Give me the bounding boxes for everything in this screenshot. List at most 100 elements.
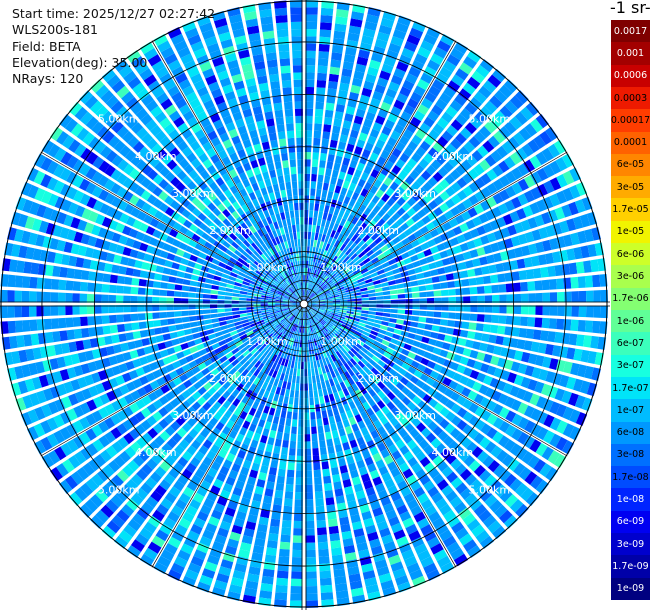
range-bin — [308, 293, 315, 299]
range-bin — [409, 274, 418, 281]
range-bin — [268, 294, 276, 298]
range-bin — [340, 299, 348, 302]
range-bin — [296, 268, 300, 276]
range-bin — [145, 288, 153, 296]
range-bin — [483, 353, 493, 364]
range-bin — [439, 66, 453, 79]
range-bin — [141, 432, 153, 444]
range-bin — [367, 7, 381, 17]
range-bin — [478, 384, 489, 395]
range-bin — [126, 50, 141, 63]
range-bin — [274, 321, 282, 327]
range-bin — [341, 265, 349, 272]
range-bin — [153, 33, 168, 47]
range-bin — [467, 545, 482, 558]
range-bin — [315, 329, 321, 337]
range-bin — [468, 415, 480, 427]
range-bin — [258, 127, 267, 136]
range-bin — [342, 255, 350, 263]
range-bin — [98, 347, 108, 358]
range-bin — [113, 254, 122, 264]
range-bin — [116, 173, 128, 185]
range-bin — [129, 428, 141, 440]
range-bin — [481, 265, 490, 275]
range-bin — [339, 381, 347, 390]
range-bin — [270, 214, 277, 223]
range-bin — [321, 461, 330, 470]
range-bin — [335, 282, 343, 288]
range-bin — [241, 395, 250, 404]
range-bin — [104, 335, 113, 345]
range-bin — [246, 398, 255, 407]
range-bin — [439, 349, 449, 358]
range-bin — [56, 212, 67, 225]
range-bin — [288, 455, 296, 463]
range-bin — [14, 305, 23, 318]
range-bin — [509, 498, 524, 513]
range-bin — [210, 154, 220, 164]
range-bin — [242, 420, 251, 430]
range-bin — [141, 202, 152, 213]
range-bin — [120, 342, 129, 352]
range-bin — [520, 316, 529, 327]
range-bin — [299, 390, 304, 399]
range-bin — [156, 377, 166, 387]
range-bin — [318, 556, 330, 565]
range-bin — [458, 261, 467, 270]
range-bin — [404, 555, 418, 567]
range-bin — [274, 161, 282, 170]
range-bin — [411, 315, 420, 322]
range-bin — [443, 509, 456, 522]
range-bin — [307, 368, 312, 377]
range-bin — [313, 239, 318, 248]
range-bin — [80, 111, 94, 126]
range-bin — [336, 421, 344, 430]
range-bin — [312, 382, 318, 391]
range-bin — [593, 290, 601, 303]
range-bin — [308, 383, 313, 391]
range-bin — [379, 277, 388, 283]
range-bin — [286, 329, 291, 337]
range-bin — [229, 367, 238, 376]
range-bin — [81, 208, 92, 220]
range-bin — [397, 581, 412, 593]
range-bin — [446, 369, 456, 379]
range-bin — [520, 376, 531, 389]
range-bin — [125, 360, 135, 371]
range-bin — [142, 234, 152, 244]
range-bin — [357, 101, 368, 111]
range-bin — [311, 285, 317, 293]
range-bin — [350, 322, 358, 328]
range-bin — [85, 478, 99, 492]
range-bin — [517, 163, 529, 177]
range-bin — [321, 234, 326, 242]
range-bin — [488, 264, 497, 274]
range-bin — [369, 446, 379, 456]
range-bin — [14, 228, 24, 243]
range-bin — [288, 397, 294, 405]
range-bin — [314, 123, 322, 132]
range-bin — [410, 505, 423, 517]
range-bin — [459, 270, 469, 279]
range-bin — [280, 410, 287, 419]
range-bin — [245, 352, 253, 360]
range-bin — [98, 250, 108, 261]
range-bin — [294, 239, 298, 247]
range-bin — [229, 66, 241, 77]
range-bin — [122, 177, 134, 189]
range-bin — [363, 165, 373, 175]
range-bin — [269, 311, 277, 315]
range-bin — [342, 120, 352, 129]
range-bin — [333, 239, 340, 248]
range-bin — [572, 216, 584, 230]
range-bin — [169, 147, 181, 159]
range-bin — [333, 368, 340, 377]
range-bin — [266, 383, 273, 392]
range-bin — [349, 469, 359, 479]
range-bin — [124, 323, 133, 332]
range-bin — [290, 262, 295, 270]
range-bin — [473, 393, 485, 405]
range-bin — [364, 324, 373, 330]
range-bin — [175, 404, 186, 415]
range-bin — [182, 486, 195, 498]
